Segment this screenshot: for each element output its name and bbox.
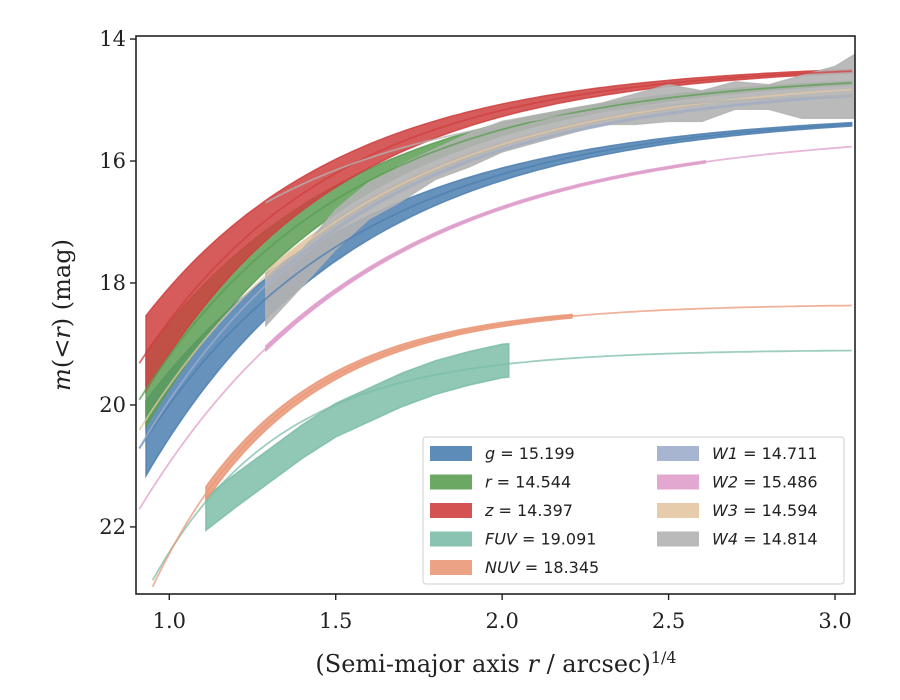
legend-swatch-w2 [657,474,699,490]
legend: g = 15.199 r = 14.544 z = 14.397 FUV = 19.0… [422,436,845,585]
model-curve-fuv [151,349,852,581]
x-tick-label: 3.0 [818,609,851,633]
x-axis-title: (Semi-major axis r / arcsec)1/4 [315,648,676,678]
data-band-z [145,68,853,394]
model-curve-w4 [265,94,852,204]
x-tick-label: 1.5 [319,609,352,633]
plot-frame [135,35,856,595]
y-tick-label: 18 [99,271,126,295]
model-curve-z [138,70,852,364]
y-tick-label: 14 [99,27,126,51]
model-curve-w1 [138,94,852,449]
y-axis-ticks: 14 16 18 20 22 [99,27,136,539]
data-band-w2 [265,160,706,353]
legend-label-r: r = 14.544 [485,473,571,492]
x-tick-label: 2.0 [485,609,518,633]
legend-label-z: z = 14.397 [484,501,573,520]
model-curve-r [138,82,852,401]
legend-swatch-fuv [430,531,472,547]
legend-swatch-w3 [657,503,699,518]
x-axis-ticks: 1.0 1.5 2.0 2.5 3.0 [153,594,852,633]
y-tick-label: 16 [99,149,126,173]
x-tick-label: 2.5 [652,609,685,633]
legend-swatch-g [430,446,472,461]
legend-label-w4: W4 = 14.814 [712,530,818,549]
legend-swatch-w4 [657,531,699,547]
y-tick-label: 20 [99,393,126,417]
legend-swatch-nuv [430,560,472,575]
legend-label-w3: W3 = 14.594 [712,501,818,520]
legend-label-fuv: FUV = 19.091 [485,530,596,549]
model-curve-w3 [138,88,852,431]
plot-area [138,53,855,588]
legend-swatch-r [430,474,472,490]
model-curve-nuv [151,304,852,588]
legend-box [422,436,845,585]
legend-label-g: g = 15.199 [485,444,575,463]
model-curve-g [138,123,852,449]
y-tick-label: 22 [99,515,126,539]
legend-label-w2: W2 = 15.486 [712,473,818,492]
legend-items: g = 15.199 r = 14.544 z = 14.397 FUV = 19.0… [430,444,818,577]
model-curve-w2 [138,145,852,510]
legend-label-nuv: NUV = 18.345 [485,558,599,577]
legend-label-w1: W1 = 14.711 [712,444,818,463]
y-axis-title: m(<r) (mag) [48,239,76,391]
x-tick-label: 1.0 [153,609,186,633]
legend-swatch-z [430,503,472,518]
legend-swatch-w1 [657,446,699,461]
model-curves [138,70,852,588]
